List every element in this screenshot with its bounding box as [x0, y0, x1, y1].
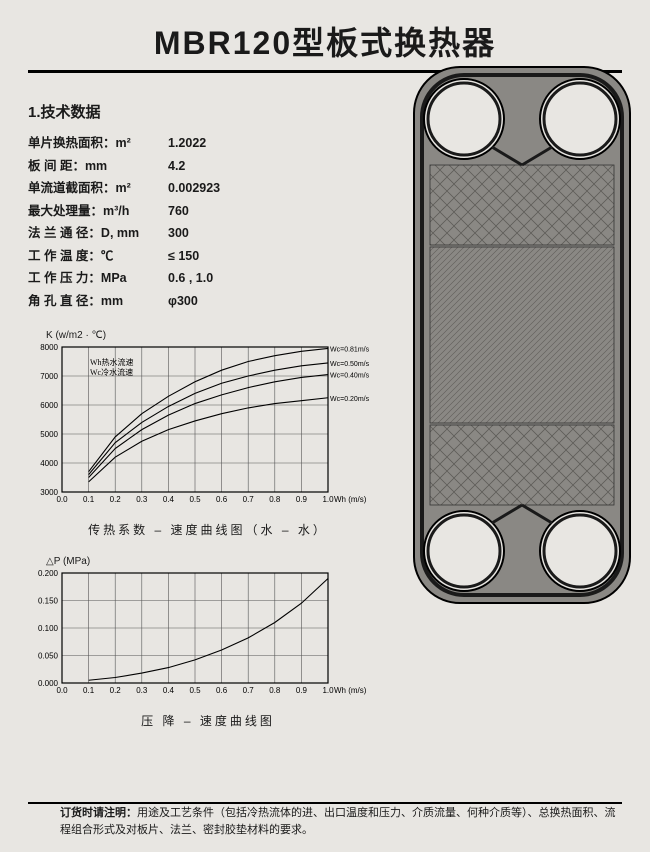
spec-value: 760 [168, 200, 268, 223]
spec-row: 角 孔 直 径：mmφ300 [28, 290, 388, 313]
spec-row: 单片换热面积：m²1.2022 [28, 132, 388, 155]
svg-text:Wc=0.50m/s: Wc=0.50m/s [330, 361, 370, 368]
svg-text:0.8: 0.8 [269, 495, 281, 504]
chart1-svg: 3000400050006000700080000.00.10.20.30.40… [28, 343, 378, 508]
svg-text:0.050: 0.050 [38, 652, 59, 661]
svg-text:Wc=0.81m/s: Wc=0.81m/s [330, 346, 370, 353]
spec-row: 工 作 温 度：℃≤ 150 [28, 245, 388, 268]
spec-value: 1.2022 [168, 132, 268, 155]
page-title: MBR120型板式换热器 [28, 18, 622, 64]
svg-text:8000: 8000 [40, 343, 58, 352]
svg-text:0.9: 0.9 [296, 686, 308, 695]
svg-text:0.6: 0.6 [216, 686, 228, 695]
spec-row: 最大处理量：m³/h760 [28, 200, 388, 223]
spec-row: 板 间 距：mm4.2 [28, 155, 388, 178]
svg-text:Wc=0.20m/s: Wc=0.20m/s [330, 396, 370, 403]
svg-text:0.1: 0.1 [83, 686, 95, 695]
chart-dp-vs-w: △P (MPa) 0.0000.0500.1000.1500.2000.00.1… [28, 556, 388, 729]
svg-text:0.150: 0.150 [38, 597, 59, 606]
footnote-label: 订货时请注明： [60, 807, 137, 819]
spec-value: ≤ 150 [168, 245, 268, 268]
svg-text:0.200: 0.200 [38, 569, 59, 578]
svg-text:0.5: 0.5 [189, 495, 201, 504]
svg-text:1.0: 1.0 [322, 686, 334, 695]
bottom-rule [28, 802, 622, 804]
svg-text:7000: 7000 [40, 372, 58, 381]
svg-text:0.3: 0.3 [136, 495, 148, 504]
spec-label: 角 孔 直 径：mm [28, 290, 168, 313]
spec-label: 板 间 距：mm [28, 155, 168, 178]
svg-text:0.6: 0.6 [216, 495, 228, 504]
svg-text:0.8: 0.8 [269, 686, 281, 695]
svg-text:0.100: 0.100 [38, 624, 59, 633]
spec-value: 0.002923 [168, 177, 268, 200]
svg-text:0.0: 0.0 [56, 495, 68, 504]
svg-text:0.2: 0.2 [110, 495, 122, 504]
svg-text:0.3: 0.3 [136, 686, 148, 695]
svg-text:Wh (m/s): Wh (m/s) [334, 495, 367, 504]
plate-diagram [412, 65, 632, 605]
svg-text:0.9: 0.9 [296, 495, 308, 504]
chart1-ylabel: K (w/m2 · ℃) [46, 330, 388, 341]
svg-text:0.7: 0.7 [243, 495, 255, 504]
spec-row: 法 兰 通 径：D, mm300 [28, 222, 388, 245]
spec-label: 工 作 压 力：MPa [28, 267, 168, 290]
chart1-caption: 传热系数 – 速度曲线图（水 – 水） [28, 521, 388, 538]
svg-text:5000: 5000 [40, 430, 58, 439]
chart2-caption: 压 降 – 速度曲线图 [28, 712, 388, 729]
section-heading-specs: 1.技术数据 [28, 101, 388, 122]
svg-text:0.0: 0.0 [56, 686, 68, 695]
svg-text:0.4: 0.4 [163, 686, 175, 695]
spec-row: 工 作 压 力：MPa0.6 , 1.0 [28, 267, 388, 290]
svg-text:0.5: 0.5 [189, 686, 201, 695]
svg-text:1.0: 1.0 [322, 495, 334, 504]
chart2-svg: 0.0000.0500.1000.1500.2000.00.10.20.30.4… [28, 569, 378, 699]
svg-text:6000: 6000 [40, 401, 58, 410]
svg-text:0.7: 0.7 [243, 686, 255, 695]
spec-value: 0.6 , 1.0 [168, 267, 268, 290]
svg-text:4000: 4000 [40, 459, 58, 468]
svg-text:Wc=0.40m/s: Wc=0.40m/s [330, 373, 370, 380]
svg-text:0.4: 0.4 [163, 495, 175, 504]
spec-value: 300 [168, 222, 268, 245]
footnote: 订货时请注明：用途及工艺条件（包括冷热流体的进、出口温度和压力、介质流量、何种介… [60, 805, 620, 838]
spec-label: 单流道截面积：m² [28, 177, 168, 200]
svg-text:0.2: 0.2 [110, 686, 122, 695]
footnote-text: 用途及工艺条件（包括冷热流体的进、出口温度和压力、介质流量、何种介质等）、总换热… [60, 807, 616, 836]
spec-value: φ300 [168, 290, 268, 313]
spec-label: 法 兰 通 径：D, mm [28, 222, 168, 245]
spec-table: 单片换热面积：m²1.2022板 间 距：mm4.2单流道截面积：m²0.002… [28, 132, 388, 312]
left-column: 1.技术数据 单片换热面积：m²1.2022板 间 距：mm4.2单流道截面积：… [28, 101, 388, 729]
chart-k-vs-w: K (w/m2 · ℃) 3000400050006000700080000.0… [28, 330, 388, 538]
svg-text:0.1: 0.1 [83, 495, 95, 504]
spec-row: 单流道截面积：m²0.002923 [28, 177, 388, 200]
spec-label: 最大处理量：m³/h [28, 200, 168, 223]
spec-label: 单片换热面积：m² [28, 132, 168, 155]
chart2-ylabel: △P (MPa) [46, 556, 388, 567]
svg-text:Wh (m/s): Wh (m/s) [334, 686, 367, 695]
spec-value: 4.2 [168, 155, 268, 178]
svg-text:Wh热水流速: Wh热水流速 [90, 357, 134, 367]
svg-text:Wc冷水流速: Wc冷水流速 [90, 367, 133, 377]
spec-label: 工 作 温 度：℃ [28, 245, 168, 268]
